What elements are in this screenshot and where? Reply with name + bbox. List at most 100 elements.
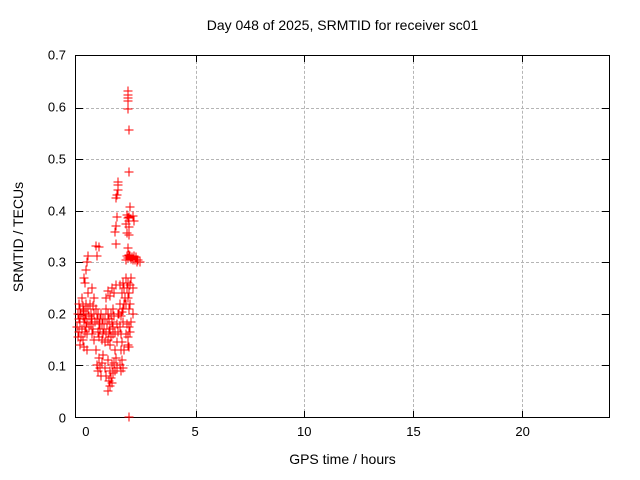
data-point-marker (117, 288, 127, 298)
y-tick-label: 0.3 (47, 254, 66, 270)
y-tick-label: 0.2 (47, 306, 66, 322)
y-tick-mark (602, 365, 609, 367)
x-gridline (413, 56, 415, 417)
y-tick-label: 0 (58, 410, 66, 426)
data-point-marker (125, 299, 135, 309)
y-tick-label: 0.4 (47, 203, 66, 219)
y-gridline (76, 262, 609, 264)
data-point-marker (98, 350, 108, 360)
data-point-marker (107, 378, 117, 388)
data-point-marker (124, 412, 134, 422)
data-point-marker (113, 177, 123, 187)
y-gridline (76, 159, 609, 161)
x-tick-mark (195, 411, 197, 417)
data-point-marker (89, 335, 99, 345)
data-point-marker (123, 293, 133, 303)
y-tick-labels: 0 0.1 0.2 0.3 0.4 0.5 0.6 0.7 (0, 48, 66, 426)
data-point-marker (91, 304, 101, 314)
data-point-marker (105, 340, 115, 350)
x-gridline (304, 56, 306, 417)
x-tick-mark (521, 411, 523, 417)
data-point-marker (112, 337, 122, 347)
y-tick-mark (602, 210, 609, 212)
data-point-marker (123, 243, 133, 253)
data-point-marker (102, 319, 112, 329)
y-tick-mark (602, 262, 609, 264)
data-point-marker (124, 230, 134, 240)
x-tick-mark (304, 56, 306, 62)
data-point-marker (111, 221, 121, 231)
data-point-marker (94, 242, 104, 252)
y-tick-mark (76, 159, 83, 161)
data-point-marker (103, 355, 113, 365)
data-point-marker (125, 327, 135, 337)
x-tick-mark (521, 56, 523, 62)
x-tick-mark (413, 411, 415, 417)
y-gridline (76, 210, 609, 212)
data-point-marker (108, 304, 118, 314)
data-point-marker (124, 342, 134, 352)
data-point-marker (111, 353, 121, 363)
data-point-marker (96, 371, 106, 381)
data-point-marker (81, 299, 91, 309)
y-tick-label: 0.5 (47, 151, 66, 167)
x-tick-label: 10 (297, 424, 312, 439)
data-point-marker (96, 309, 106, 319)
data-point-marker (112, 190, 122, 200)
data-point-marker (82, 329, 92, 339)
x-tick-label: 15 (406, 424, 421, 439)
data-point-marker (124, 125, 134, 135)
data-point-marker (82, 345, 92, 355)
data-point-marker (116, 329, 126, 339)
data-point-marker (124, 322, 134, 332)
y-tick-mark (76, 262, 83, 264)
y-gridline (76, 365, 609, 367)
data-point-marker (107, 317, 117, 327)
x-tick-mark (304, 411, 306, 417)
data-point-marker (113, 185, 123, 195)
x-axis-label: GPS time / hours (289, 451, 396, 467)
x-tick-label: 20 (515, 424, 530, 439)
data-point-marker (128, 283, 138, 293)
data-point-marker (80, 278, 90, 288)
y-tick-mark (602, 313, 609, 315)
data-point-marker (128, 211, 138, 221)
x-tick-label: 0 (82, 424, 90, 439)
data-point-marker (97, 358, 107, 368)
data-point-marker (92, 251, 102, 261)
data-point-marker (77, 293, 87, 303)
data-point-marker (123, 104, 133, 114)
y-tick-label: 0.7 (47, 47, 66, 63)
plot-area (72, 55, 610, 422)
data-point-marker (126, 273, 136, 283)
data-point-marker (111, 239, 121, 249)
data-point-marker (121, 273, 131, 283)
data-point-marker (97, 319, 107, 329)
y-tick-mark (602, 159, 609, 161)
y-tick-mark (76, 107, 83, 109)
data-point-marker (117, 337, 127, 347)
x-tick-label: 5 (191, 424, 199, 439)
x-tick-mark (195, 56, 197, 62)
data-point-marker (106, 373, 116, 383)
data-point-marker (115, 322, 124, 332)
data-point-marker (83, 304, 93, 314)
data-point-marker (124, 288, 134, 298)
data-point-marker (82, 257, 92, 267)
data-point-marker (110, 227, 120, 237)
data-point-marker (135, 257, 145, 267)
x-tick-mark (413, 56, 415, 62)
data-point-marker (123, 332, 133, 342)
data-point-marker (118, 278, 128, 288)
data-point-marker (95, 363, 105, 373)
data-point-marker (87, 283, 97, 293)
data-point-marker (116, 345, 126, 355)
data-point-marker (89, 293, 99, 303)
y-tick-mark (602, 107, 609, 109)
x-gridline (195, 56, 197, 417)
data-point-marker (117, 355, 127, 365)
data-point-marker (103, 386, 113, 396)
data-point-marker (124, 167, 134, 177)
x-gridline (521, 56, 523, 417)
data-point-marker (101, 304, 111, 314)
